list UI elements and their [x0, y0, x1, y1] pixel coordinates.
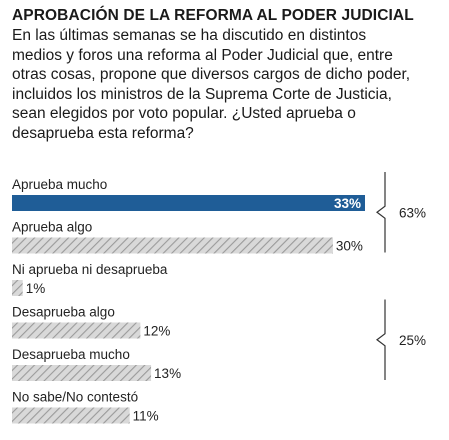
group-bracket: [376, 172, 386, 253]
category-label: Aprueba algo: [12, 220, 92, 235]
value-label: 30%: [336, 239, 363, 254]
category-label: Ni aprueba ni desaprueba: [12, 262, 168, 277]
bar: [12, 280, 23, 296]
bar: [12, 407, 130, 424]
bar: [12, 365, 152, 381]
group-total-label: 25%: [399, 333, 426, 348]
category-label: Aprueba mucho: [12, 177, 107, 192]
bar: [12, 195, 365, 211]
value-label: 13%: [154, 366, 181, 381]
value-label: 1%: [26, 281, 46, 296]
value-label: 12%: [143, 324, 170, 339]
category-label: No sabe/No contestó: [12, 390, 138, 405]
bar: [12, 322, 141, 339]
category-label: Desaprueba algo: [12, 305, 115, 320]
group-total-label: 63%: [399, 205, 426, 220]
value-label: 11%: [133, 409, 159, 424]
bar: [12, 237, 333, 254]
category-label: Desaprueba mucho: [12, 347, 130, 362]
bars-layer: Aprueba mucho 33% Aprueba algo 30% Ni aprueb…: [12, 177, 365, 424]
group-bracket: [376, 299, 386, 380]
value-label: 33%: [334, 196, 361, 211]
group-brackets-layer: 63% 25%: [376, 172, 426, 380]
chart-title: APROBACIÓN DE LA REFORMA AL PODER JUDICI…: [12, 7, 414, 24]
survey-question: En las últimas semanas se ha discutido e…: [12, 27, 411, 142]
